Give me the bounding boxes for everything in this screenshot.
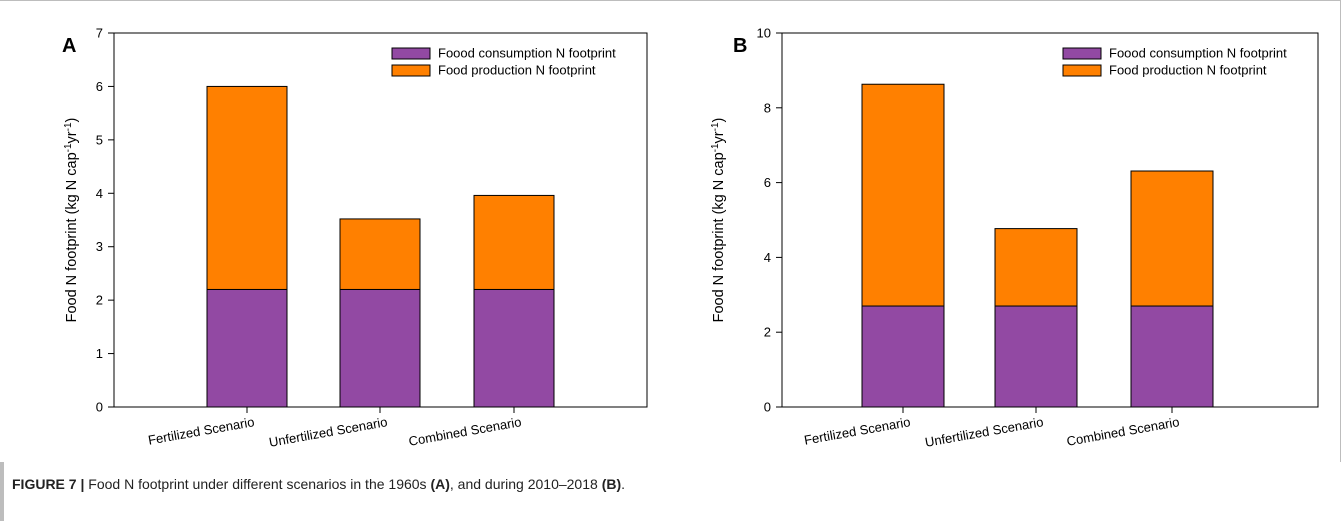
y-tick-label: 10 [757,26,771,41]
caption-divider [0,462,4,521]
chart-area: 0 1 2 3 4 5 6 7 Fertilized Scenario Unfertilized … [62,26,1319,450]
x-tick-label: Combined Scenario [1065,414,1180,449]
y-tick-label: 2 [96,293,103,308]
y-tick-label: 7 [96,26,103,41]
y-tick-label: 4 [96,186,103,201]
bar-consumption-2 [994,305,1078,408]
bar-consumption-1 [206,288,288,408]
figure-caption: FIGURE 7 | Food N footprint under differ… [12,476,625,492]
x-tick-label: Fertilized Scenario [803,414,912,447]
panel-label: A [62,35,76,57]
caption-text: Food N footprint under different scenari… [84,476,431,492]
bar-production-1 [861,83,945,307]
y-tick-label: 0 [96,400,103,415]
legend-label-consumption: Foood consumption N footprint [438,46,616,61]
bar-production-2 [339,218,421,290]
y-axis-label: Food N footprint (kg N cap-1yr-1) [63,118,81,323]
bar-consumption-3 [473,288,555,408]
x-tick-label: Unfertilized Scenario [924,414,1045,450]
bar-production-2 [994,228,1078,307]
y-tick-label: 1 [96,346,103,361]
legend-swatch-production [391,64,431,77]
bar-consumption-3 [1130,305,1214,408]
bar-production-1 [206,85,288,290]
caption-ref-b: (B) [601,476,622,492]
chart-panel-b: 0 2 4 6 8 10 Fertilized Scenario Unfertilized S… [710,26,1319,450]
panel-label: B [733,35,747,57]
y-tick-label: 6 [96,79,103,94]
bar-production-3 [473,194,555,290]
x-tick-label: Fertilized Scenario [147,414,256,447]
y-tick-label: 8 [764,100,771,115]
legend-swatch-consumption [391,47,431,60]
x-tick-label: Unfertilized Scenario [268,414,389,450]
y-tick-label: 5 [96,132,103,147]
caption-ref-a: (A) [430,476,450,492]
x-tick-label: Combined Scenario [407,414,522,449]
bar-consumption-2 [339,288,421,408]
legend-label-consumption: Foood consumption N footprint [1109,46,1287,61]
legend-swatch-production [1062,64,1102,77]
y-tick-label: 4 [764,250,771,265]
plot-frame [781,32,1319,408]
chart-panel-a: 0 1 2 3 4 5 6 7 Fertilized Scenario Unfertilized … [62,26,648,450]
figure-frame [0,0,1341,462]
y-tick-label: 6 [764,175,771,190]
legend-label-production: Food production N footprint [438,63,596,78]
bar-production-3 [1130,170,1214,307]
bar-consumption-1 [861,305,945,408]
legend-swatch-consumption [1062,47,1102,60]
y-tick-label: 0 [764,400,771,415]
y-tick-label: 2 [764,325,771,340]
caption-label: FIGURE 7 | [12,476,85,492]
caption-text-between: , and during 2010–2018 [449,476,602,492]
y-axis-label: Food N footprint (kg N cap-1yr-1) [710,118,728,323]
caption-text-end: . [621,476,626,492]
y-tick-label: 3 [96,239,103,254]
legend-label-production: Food production N footprint [1109,63,1267,78]
